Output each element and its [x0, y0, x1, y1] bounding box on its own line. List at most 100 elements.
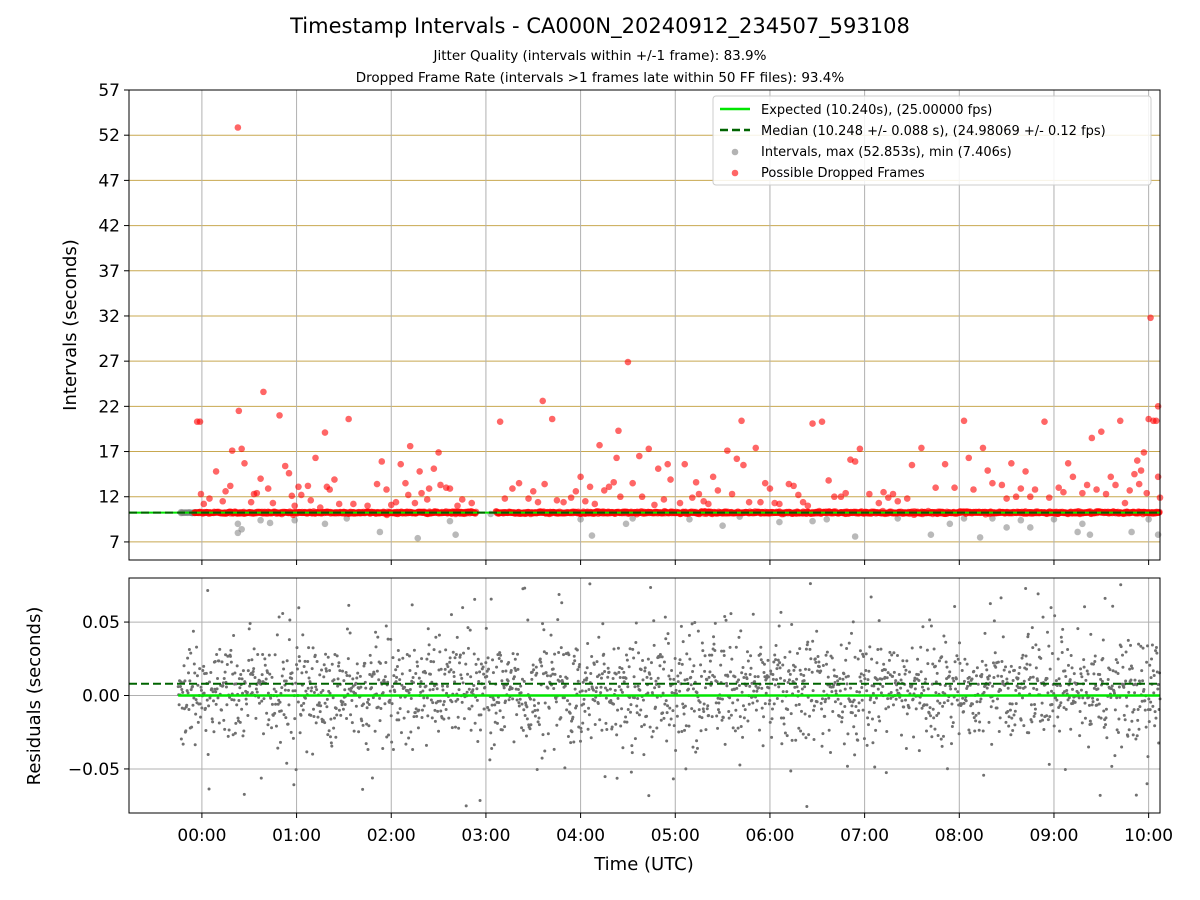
residual-point: [455, 635, 459, 639]
residual-point: [960, 668, 964, 672]
residual-point: [851, 620, 855, 624]
residual-point: [303, 659, 307, 663]
dropped-frame-point: [903, 495, 911, 502]
residual-point: [179, 737, 183, 741]
residual-point: [1102, 709, 1106, 713]
residual-point: [362, 702, 366, 706]
residual-point: [195, 674, 199, 678]
residual-point: [187, 707, 191, 711]
residual-point: [729, 612, 733, 616]
residual-point: [315, 659, 319, 663]
residual-point: [449, 668, 453, 672]
residual-point: [988, 602, 992, 606]
dropped-frame-point: [1055, 484, 1062, 491]
residual-point: [354, 704, 358, 708]
residual-point: [738, 715, 742, 719]
residual-point: [411, 675, 415, 679]
residual-point: [324, 667, 328, 671]
residual-point: [817, 665, 821, 669]
residual-point: [311, 646, 315, 650]
residual-point: [503, 725, 507, 729]
residual-point: [242, 729, 246, 733]
residual-point: [1050, 689, 1054, 693]
residual-point: [781, 663, 785, 667]
residual-point: [468, 707, 472, 711]
residual-point: [938, 701, 942, 705]
residual-point: [214, 702, 218, 706]
residual-point: [456, 697, 460, 701]
residual-point: [488, 758, 492, 762]
residual-point: [251, 673, 255, 677]
residual-point: [864, 652, 868, 656]
residual-point: [364, 742, 368, 746]
residuals-panel: −0.050.000.05 00:00 01:00 02:00 03:00 04:00 0…: [24, 577, 1173, 875]
residual-point: [348, 631, 352, 635]
residual-point: [519, 691, 523, 695]
residual-point: [398, 678, 402, 682]
dropped-frame-point: [1003, 495, 1010, 502]
residual-point: [466, 626, 470, 630]
residual-point: [552, 687, 556, 691]
residual-point: [588, 582, 592, 586]
residual-point: [630, 751, 634, 755]
residual-point: [705, 707, 709, 711]
residual-point: [368, 653, 372, 657]
residual-point: [633, 737, 637, 741]
residual-point: [1088, 719, 1092, 723]
residual-point: [437, 633, 441, 637]
residual-point: [736, 698, 740, 702]
residual-point: [1084, 678, 1088, 682]
residual-point: [516, 652, 520, 656]
residual-point: [701, 649, 705, 653]
residual-point: [939, 737, 943, 741]
dropped-frame-point: [582, 497, 589, 505]
residual-point: [241, 691, 245, 695]
residual-point: [461, 606, 465, 610]
residual-point: [854, 732, 858, 736]
residual-point: [343, 688, 347, 692]
residual-point: [537, 716, 541, 720]
residual-point: [486, 705, 490, 709]
residual-point: [1078, 734, 1082, 738]
dropped-frame-point: [638, 493, 646, 501]
residual-point: [587, 713, 591, 717]
dropped-frame-point: [605, 483, 613, 491]
residual-point: [859, 672, 863, 676]
residual-point: [426, 627, 430, 631]
residual-point: [630, 744, 634, 748]
residual-point: [830, 690, 834, 694]
interval-point: [629, 515, 636, 522]
residual-point: [191, 703, 195, 707]
dropped-frame-point: [425, 485, 433, 492]
residual-point: [881, 685, 885, 689]
residual-point: [972, 716, 976, 720]
residual-point: [853, 655, 857, 659]
residual-point: [725, 684, 729, 688]
residual-point: [862, 654, 866, 658]
dropped-frame-point: [591, 500, 599, 508]
residual-point: [496, 653, 500, 657]
residual-point: [520, 726, 524, 730]
residual-point: [780, 699, 784, 703]
interval-point: [266, 519, 274, 527]
residual-point: [803, 685, 807, 689]
residual-point: [239, 673, 243, 677]
residual-point: [856, 738, 860, 742]
residual-point: [1091, 662, 1095, 666]
dropped-frame-point: [534, 498, 542, 506]
residual-point: [301, 633, 305, 637]
residual-point: [248, 684, 252, 688]
residual-point: [929, 724, 933, 728]
residual-point: [557, 650, 561, 654]
residual-point: [1104, 707, 1108, 711]
residual-point: [229, 648, 233, 652]
residual-point: [890, 653, 894, 657]
residual-point: [329, 741, 333, 745]
residual-point: [392, 674, 396, 678]
interval-point: [321, 520, 329, 528]
residual-point: [624, 653, 628, 657]
residual-point: [754, 684, 758, 688]
dropped-frame-point: [446, 485, 454, 492]
residual-point: [537, 723, 541, 727]
